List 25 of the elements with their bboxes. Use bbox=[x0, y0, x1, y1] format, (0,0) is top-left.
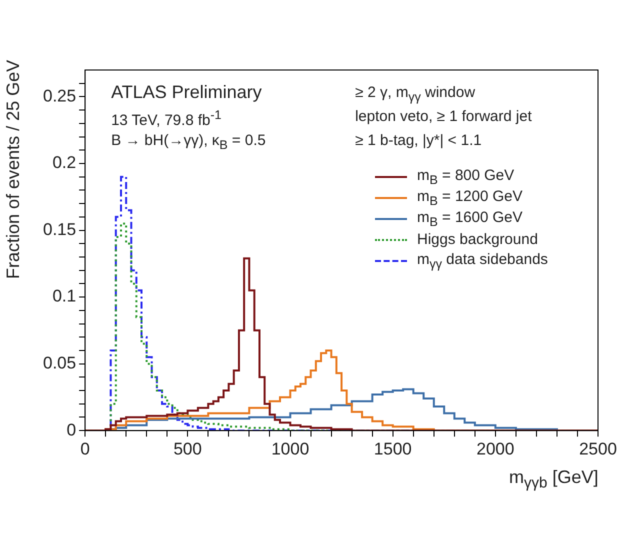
text: ATLAS Preliminary bbox=[111, 82, 262, 103]
annotation: ≥ 2 γ, m$_{γγ}$ window bbox=[355, 84, 476, 104]
y-tick-label: 0.1 bbox=[52, 286, 76, 306]
annotation: lepton veto, ≥ 1 forward jet bbox=[355, 108, 532, 125]
y-tick-label: 0.05 bbox=[42, 354, 76, 373]
legend-label: Higgs background bbox=[417, 231, 538, 248]
y-tick-label: 0.2 bbox=[52, 153, 76, 172]
y-tick-label: 0.25 bbox=[42, 86, 76, 106]
y-tick-label: 0.15 bbox=[42, 220, 76, 239]
x-tick-label: 1500 bbox=[374, 439, 412, 458]
y-axis-title: Fraction of events / 25 GeV bbox=[3, 60, 24, 279]
x-tick-label: 500 bbox=[173, 439, 202, 458]
annotation: B → bH(→γγ), κ$_{B}$ = 0.5 bbox=[111, 132, 266, 152]
legend-label: m$_{B}$ = 1200 GeV bbox=[417, 188, 522, 208]
legend-label: m$_{B}$ = 800 GeV bbox=[417, 166, 514, 186]
legend-label: m$_{B}$ = 1600 GeV bbox=[417, 208, 522, 228]
annotation: ≥ 1 b-tag, |y*| < 1.1 bbox=[355, 132, 482, 149]
x-tick-label: 2000 bbox=[476, 439, 514, 458]
legend-label: m$_{γγ}$ data sidebands bbox=[417, 250, 548, 270]
y-tick-label: 0 bbox=[66, 420, 76, 440]
x-tick-label: 0 bbox=[80, 439, 90, 458]
annotation: 13 TeV, 79.8 fb$^{-1}$ bbox=[111, 108, 222, 129]
x-tick-label: 1000 bbox=[271, 439, 310, 458]
x-axis-title: m$_{γγb}$ [GeV] bbox=[509, 466, 598, 492]
x-tick-label: 2500 bbox=[579, 439, 617, 458]
